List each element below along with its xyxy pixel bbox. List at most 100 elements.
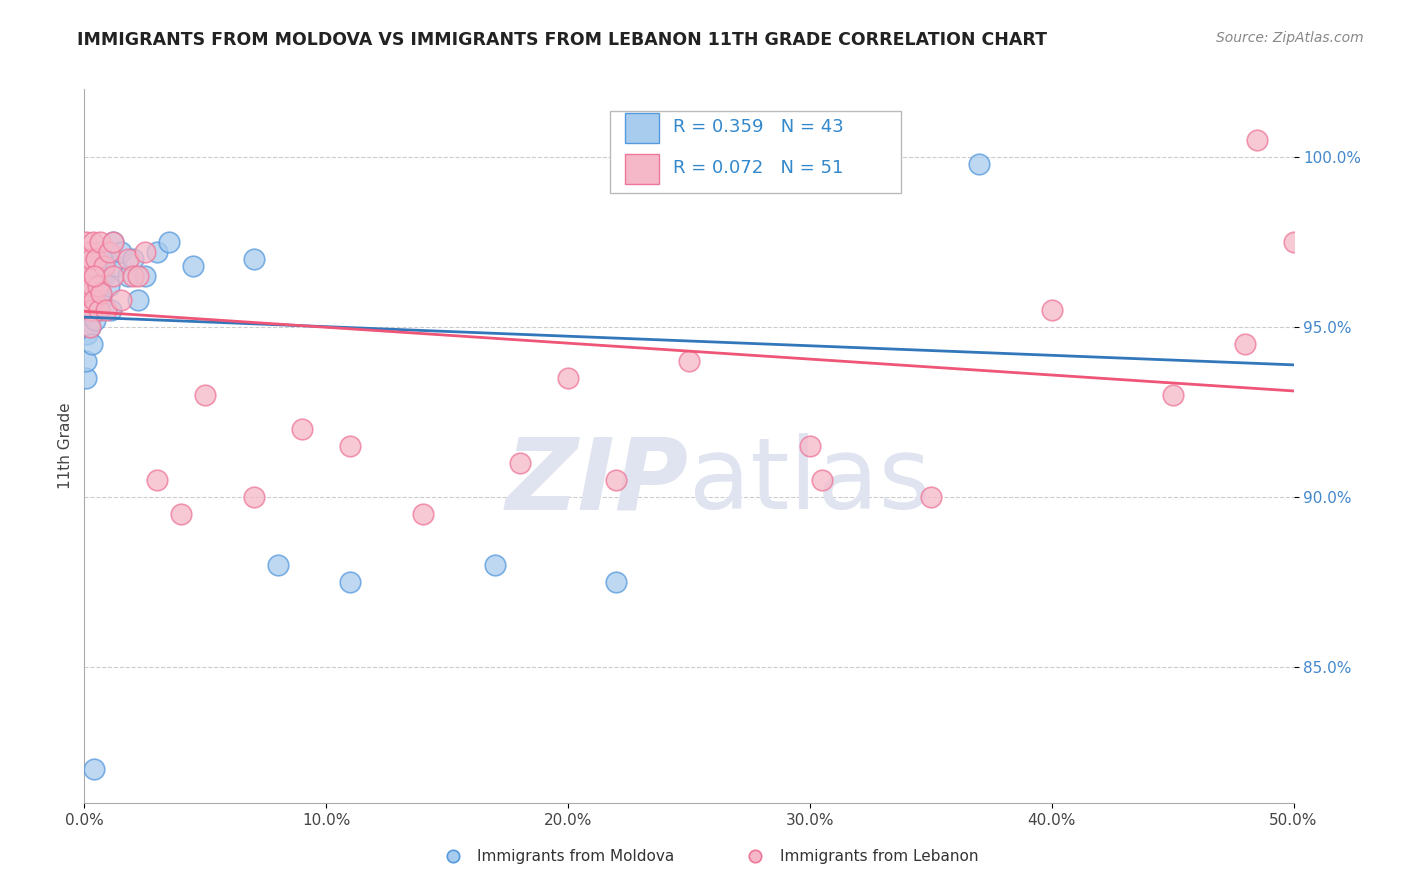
Point xyxy=(87,245,110,260)
Text: Immigrants from Lebanon: Immigrants from Lebanon xyxy=(780,849,979,863)
Point xyxy=(146,473,169,487)
Point xyxy=(967,157,990,171)
Point xyxy=(242,252,264,266)
Point xyxy=(605,473,627,487)
Point xyxy=(412,507,434,521)
Point xyxy=(83,269,105,284)
Point xyxy=(86,259,108,273)
Point xyxy=(811,473,834,487)
Point xyxy=(170,507,193,521)
Point xyxy=(194,388,217,402)
Point xyxy=(84,269,107,284)
Text: IMMIGRANTS FROM MOLDOVA VS IMMIGRANTS FROM LEBANON 11TH GRADE CORRELATION CHART: IMMIGRANTS FROM MOLDOVA VS IMMIGRANTS FR… xyxy=(77,31,1047,49)
FancyBboxPatch shape xyxy=(610,111,901,193)
Point xyxy=(76,269,98,284)
Point xyxy=(77,245,100,260)
Point xyxy=(605,574,627,589)
Point xyxy=(93,259,115,273)
Point xyxy=(79,293,101,307)
Point xyxy=(86,279,108,293)
Point xyxy=(75,371,97,385)
Point xyxy=(291,422,314,436)
Point xyxy=(127,293,149,307)
Point xyxy=(557,371,579,385)
Point xyxy=(89,235,111,249)
Text: R = 0.072   N = 51: R = 0.072 N = 51 xyxy=(673,160,844,178)
Text: Source: ZipAtlas.com: Source: ZipAtlas.com xyxy=(1216,31,1364,45)
Point xyxy=(799,167,821,181)
Point xyxy=(1161,388,1184,402)
Point xyxy=(509,456,531,470)
Point xyxy=(134,269,156,284)
Point xyxy=(77,286,100,301)
Point xyxy=(76,326,98,341)
Point xyxy=(267,558,290,572)
Point xyxy=(121,252,143,266)
Point xyxy=(103,235,125,249)
Point xyxy=(80,269,103,284)
Point xyxy=(82,259,104,273)
Point xyxy=(1246,133,1268,147)
Y-axis label: 11th Grade: 11th Grade xyxy=(58,402,73,490)
Point xyxy=(97,245,120,260)
Point xyxy=(77,293,100,307)
Point xyxy=(678,354,700,368)
Point xyxy=(83,252,105,266)
Text: atlas: atlas xyxy=(689,434,931,530)
Point xyxy=(77,303,100,318)
Point xyxy=(79,320,101,334)
Bar xyxy=(624,113,659,143)
Point xyxy=(77,279,100,293)
Point xyxy=(84,313,107,327)
Point xyxy=(103,235,125,249)
Point xyxy=(94,252,117,266)
Point xyxy=(100,303,122,318)
Point xyxy=(104,259,127,273)
Point xyxy=(1234,337,1257,351)
Point xyxy=(80,303,103,318)
Point xyxy=(110,293,132,307)
Point xyxy=(484,558,506,572)
Point xyxy=(89,286,111,301)
Point xyxy=(90,286,112,301)
Point xyxy=(94,303,117,318)
Point xyxy=(97,279,120,293)
Text: R = 0.359   N = 43: R = 0.359 N = 43 xyxy=(673,119,844,136)
Point xyxy=(117,252,139,266)
Point xyxy=(82,235,104,249)
Point xyxy=(110,245,132,260)
Point xyxy=(79,259,101,273)
Point xyxy=(157,235,180,249)
Point xyxy=(76,303,98,318)
Point xyxy=(87,303,110,318)
Point xyxy=(90,293,112,307)
Point xyxy=(83,269,105,284)
Point xyxy=(86,303,108,318)
Point xyxy=(920,490,942,504)
Text: ZIP: ZIP xyxy=(506,434,689,530)
Point xyxy=(242,490,264,504)
Point xyxy=(134,245,156,260)
Point xyxy=(76,252,98,266)
Point xyxy=(103,269,125,284)
Point xyxy=(117,269,139,284)
Point xyxy=(75,235,97,249)
Point xyxy=(79,320,101,334)
Point xyxy=(799,439,821,453)
Point xyxy=(339,439,361,453)
Point xyxy=(146,245,169,260)
Point xyxy=(83,762,105,776)
Bar xyxy=(624,154,659,184)
Point xyxy=(121,269,143,284)
Point xyxy=(82,303,104,318)
Point xyxy=(83,293,105,307)
Point xyxy=(75,259,97,273)
Point xyxy=(82,279,104,293)
Point xyxy=(93,269,115,284)
Point xyxy=(127,269,149,284)
Point xyxy=(1282,235,1305,249)
Point xyxy=(77,286,100,301)
Point xyxy=(1040,303,1063,318)
Point xyxy=(80,252,103,266)
Point xyxy=(80,337,103,351)
